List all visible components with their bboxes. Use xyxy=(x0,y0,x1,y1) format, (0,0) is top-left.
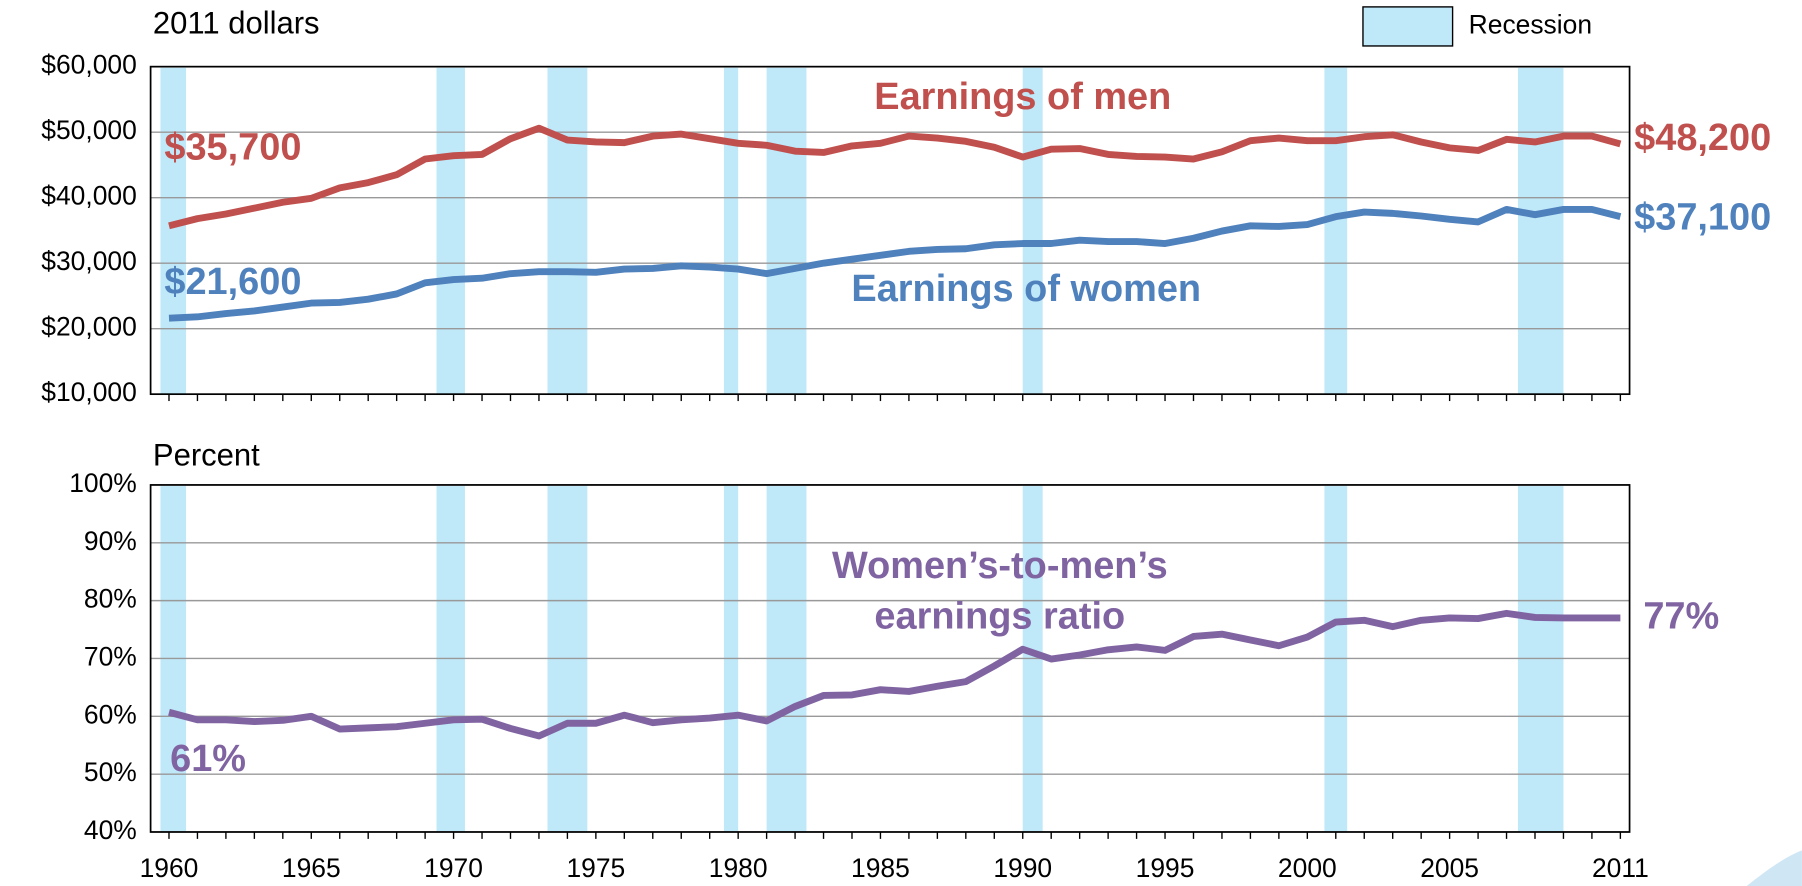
y-tick-label: 90% xyxy=(84,526,137,556)
end-label: $37,100 xyxy=(1634,197,1771,239)
legend-swatch xyxy=(1362,6,1454,47)
y-tick-label: 50% xyxy=(84,757,137,787)
y-tick-label: $40,000 xyxy=(41,181,137,211)
x-tick-label: 1990 xyxy=(993,853,1052,883)
y-tick-label: $20,000 xyxy=(41,312,137,342)
y-tick-label: $50,000 xyxy=(41,115,137,145)
plot-frame xyxy=(149,484,1631,833)
x-tick-label: 2011 xyxy=(1592,853,1649,883)
recession-band xyxy=(547,67,588,395)
recession-band xyxy=(1324,67,1348,395)
y-tick-label: 100% xyxy=(69,468,137,498)
x-tick-label: 1965 xyxy=(282,853,341,883)
x-tick-label: 2005 xyxy=(1420,853,1479,883)
y-tick-label: 80% xyxy=(84,584,137,614)
line xyxy=(168,205,1622,322)
y-tick-label: 60% xyxy=(84,699,137,729)
recession-band xyxy=(436,67,465,395)
y-tick-label: 40% xyxy=(84,815,137,845)
x-tick-label: 1985 xyxy=(851,853,910,883)
start-label: $21,600 xyxy=(164,261,301,303)
series-label: Women’s-to-men’s earnings ratio xyxy=(831,543,1168,637)
series-label-box: Women’s-to-men’s earnings ratio xyxy=(831,543,1168,637)
recession-band xyxy=(1517,67,1564,395)
y-tick-label: $30,000 xyxy=(41,246,137,276)
recession-band xyxy=(723,67,739,395)
recession-band xyxy=(766,67,807,395)
x-tick-label: 2000 xyxy=(1278,853,1337,883)
y-axis-title: 2011 dollars xyxy=(153,5,320,40)
line xyxy=(168,609,1621,740)
line xyxy=(168,124,1622,230)
series-label: Earnings of women xyxy=(851,268,1201,310)
x-tick-label: 1975 xyxy=(566,853,625,883)
start-label: $35,700 xyxy=(164,126,301,168)
decoration xyxy=(1746,850,1802,886)
y-tick-label: 70% xyxy=(84,641,137,671)
x-tick-label: 1995 xyxy=(1136,853,1195,883)
end-label: 77% xyxy=(1643,595,1719,637)
y-tick-label: $10,000 xyxy=(41,377,137,407)
series-label: Earnings of men xyxy=(874,76,1171,118)
start-label: 61% xyxy=(170,738,246,780)
x-tick-label: 1970 xyxy=(424,853,483,883)
x-tick-label: 1980 xyxy=(709,853,768,883)
x-tick-label: 1960 xyxy=(140,853,199,883)
recession-band xyxy=(160,67,187,395)
y-axis-title: Percent xyxy=(153,438,260,473)
end-label: $48,200 xyxy=(1634,117,1771,159)
legend-label: Recession xyxy=(1469,9,1592,39)
plot-frame xyxy=(149,65,1631,396)
y-tick-label: $60,000 xyxy=(41,50,137,80)
